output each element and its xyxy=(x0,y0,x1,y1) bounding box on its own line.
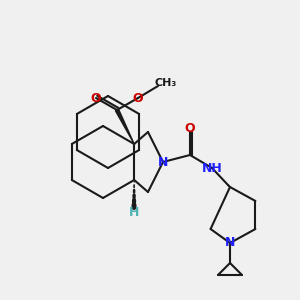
Text: CH₃: CH₃ xyxy=(155,78,177,88)
Text: O: O xyxy=(133,92,143,104)
Text: O: O xyxy=(185,122,195,134)
Text: O: O xyxy=(91,92,101,104)
Polygon shape xyxy=(116,109,134,144)
Text: H: H xyxy=(129,206,139,220)
Text: N: N xyxy=(225,236,235,250)
Text: NH: NH xyxy=(202,161,222,175)
Text: N: N xyxy=(158,155,168,169)
